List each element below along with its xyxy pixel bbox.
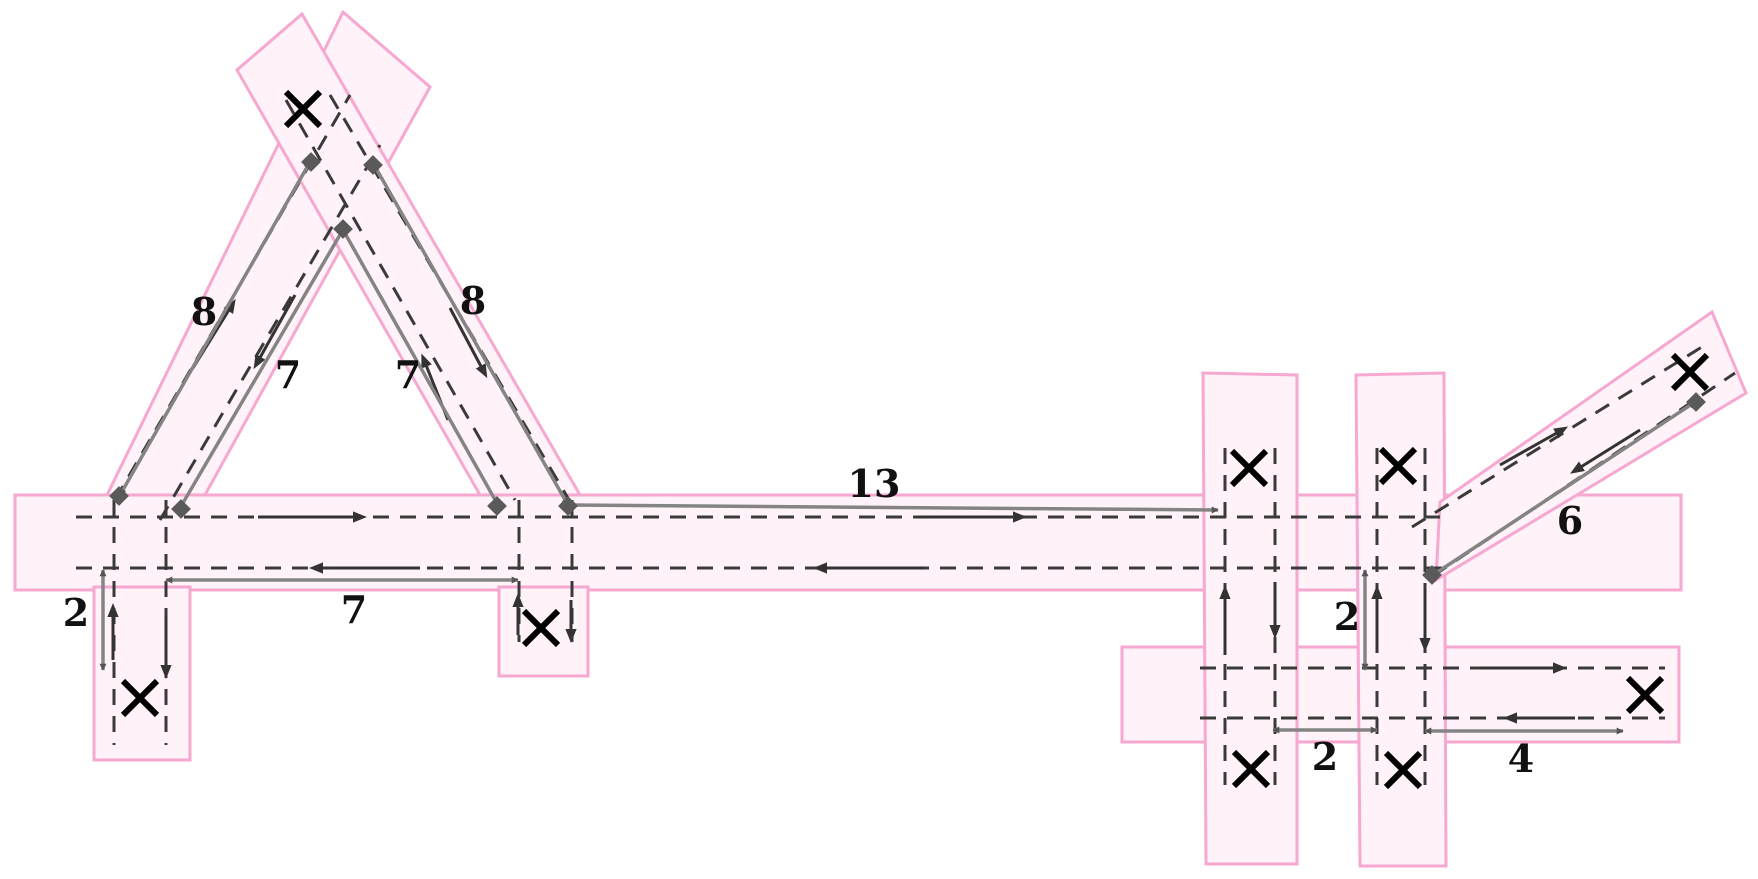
label-left-arm-outer: 8 (191, 289, 217, 334)
dim-line-left-arm-inner (178, 227, 346, 509)
road-regions (13, 9, 1748, 868)
cross-icon (1383, 750, 1423, 790)
junction-node (1422, 565, 1442, 585)
cross-icon (1625, 675, 1665, 715)
cross-icon (1670, 352, 1710, 392)
cross-icon (1231, 749, 1271, 789)
junction-node (363, 155, 383, 175)
road-left-stub (92, 585, 192, 762)
dim-line-main-span (567, 501, 1219, 514)
cross-icon (1229, 448, 1269, 488)
label-main-span: 13 (848, 461, 901, 506)
cross-icon (1378, 446, 1418, 486)
label-right-bottom: 4 (1508, 736, 1534, 781)
road-vertical-1 (1201, 371, 1299, 866)
dim-line-right-arm-outer (371, 162, 570, 506)
junction-node (1686, 392, 1706, 412)
label-left-arm-inner: 7 (275, 352, 301, 397)
label-right-arm-outer: 8 (460, 278, 486, 323)
dimension-lines (99, 161, 1696, 735)
label-left-stub: 2 (63, 590, 89, 635)
label-cross-gap: 2 (1312, 734, 1338, 779)
dimension-labels: 8 7 7 8 13 2 7 2 2 4 6 (63, 278, 1583, 781)
cross-icon (521, 608, 561, 648)
junction-node (333, 219, 353, 239)
junction-node (487, 496, 507, 516)
cross-icon (120, 678, 160, 718)
label-diagonal-arm: 6 (1557, 498, 1583, 543)
label-right-stub: 2 (1334, 594, 1360, 639)
label-right-arm-inner: 7 (395, 352, 421, 397)
cross-icon (283, 89, 323, 129)
dim-line-diagonal-arm (1432, 400, 1696, 577)
junction-node (301, 152, 321, 172)
road-vertical-2 (1354, 371, 1448, 868)
endpoint-markers (120, 89, 1710, 790)
label-left-bottom: 7 (341, 587, 367, 632)
junction-node (109, 486, 129, 506)
